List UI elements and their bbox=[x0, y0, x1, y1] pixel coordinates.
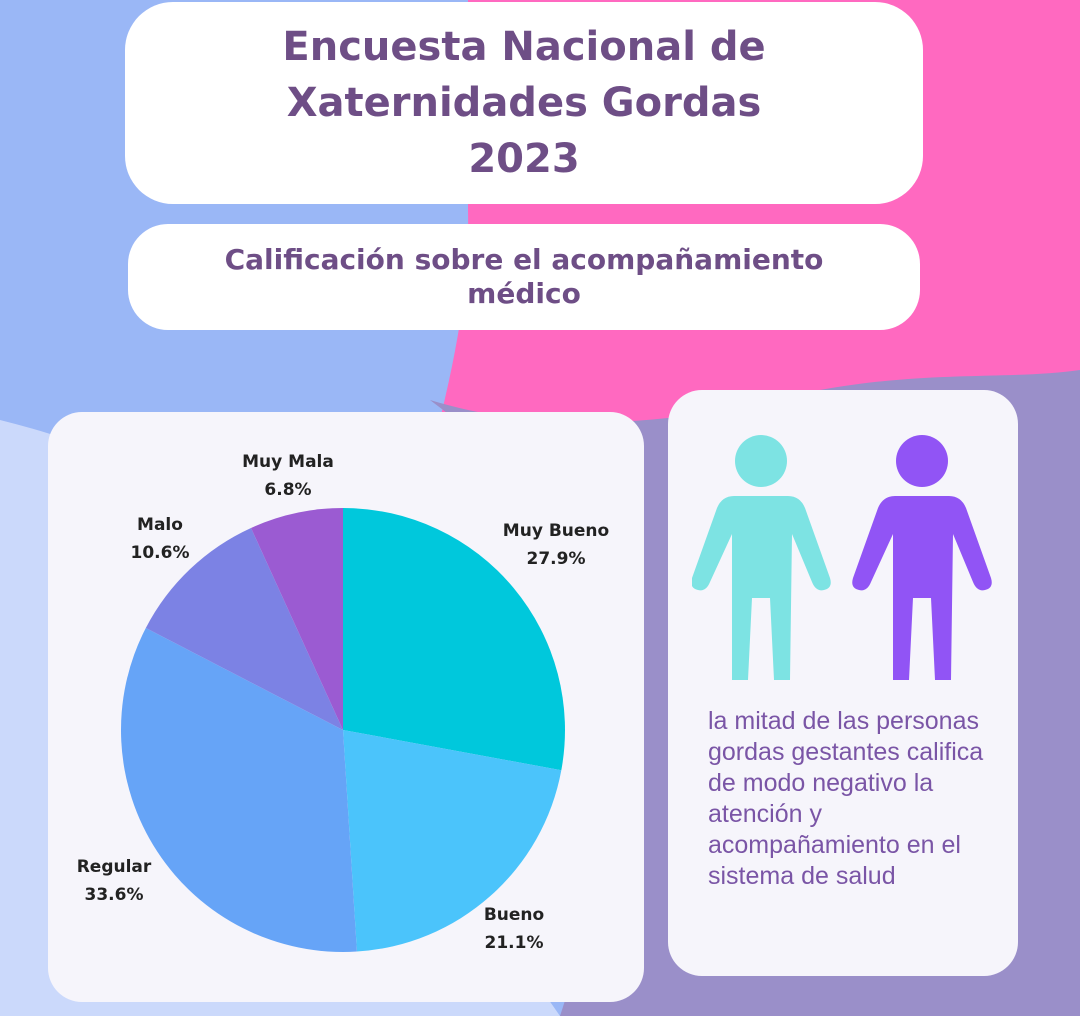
chart-subtitle: Calificación sobre el acompañamiento méd… bbox=[224, 243, 824, 310]
pie-slice-regular bbox=[120, 627, 357, 952]
slice-value-label: 33.6% bbox=[85, 885, 144, 905]
person-purple-icon bbox=[852, 435, 992, 680]
pie-slice-muy-mala bbox=[251, 508, 343, 730]
title-card: Encuesta Nacional de Xaternidades Gordas… bbox=[125, 2, 923, 204]
title-line-3: 2023 bbox=[468, 136, 580, 182]
page-title: Encuesta Nacional de Xaternidades Gordas… bbox=[282, 19, 765, 187]
slice-label: Bueno bbox=[484, 905, 544, 925]
title-line-2: Xaternidades Gordas bbox=[286, 80, 762, 126]
pie-slice-malo bbox=[145, 527, 343, 730]
subtitle-card: Calificación sobre el acompañamiento méd… bbox=[128, 224, 920, 330]
people-illustration bbox=[692, 435, 992, 680]
slice-label: Muy Mala bbox=[242, 452, 334, 472]
slice-value-label: 10.6% bbox=[131, 543, 190, 563]
slice-value-label: 27.9% bbox=[527, 549, 586, 569]
info-text: la mitad de las personas gordas gestante… bbox=[708, 707, 984, 890]
info-card: la mitad de las personas gordas gestante… bbox=[668, 390, 1018, 976]
person-teal-icon bbox=[692, 435, 831, 680]
title-line-1: Encuesta Nacional de bbox=[282, 24, 766, 70]
slice-value-label: 6.8% bbox=[264, 480, 311, 500]
slice-label: Malo bbox=[137, 515, 183, 535]
slice-label: Regular bbox=[77, 857, 152, 877]
slice-value-label: 21.1% bbox=[485, 933, 544, 953]
pie-slice-bueno bbox=[343, 730, 562, 952]
chart-card: Muy Bueno 27.9% Bueno 21.1% Regular 33.6% Malo… bbox=[48, 412, 644, 1002]
pie-slice-muy-bueno bbox=[343, 508, 565, 771]
pie-chart: Muy Bueno 27.9% Bueno 21.1% Regular 33.6% Malo… bbox=[77, 452, 609, 953]
slice-label: Muy Bueno bbox=[503, 521, 609, 541]
